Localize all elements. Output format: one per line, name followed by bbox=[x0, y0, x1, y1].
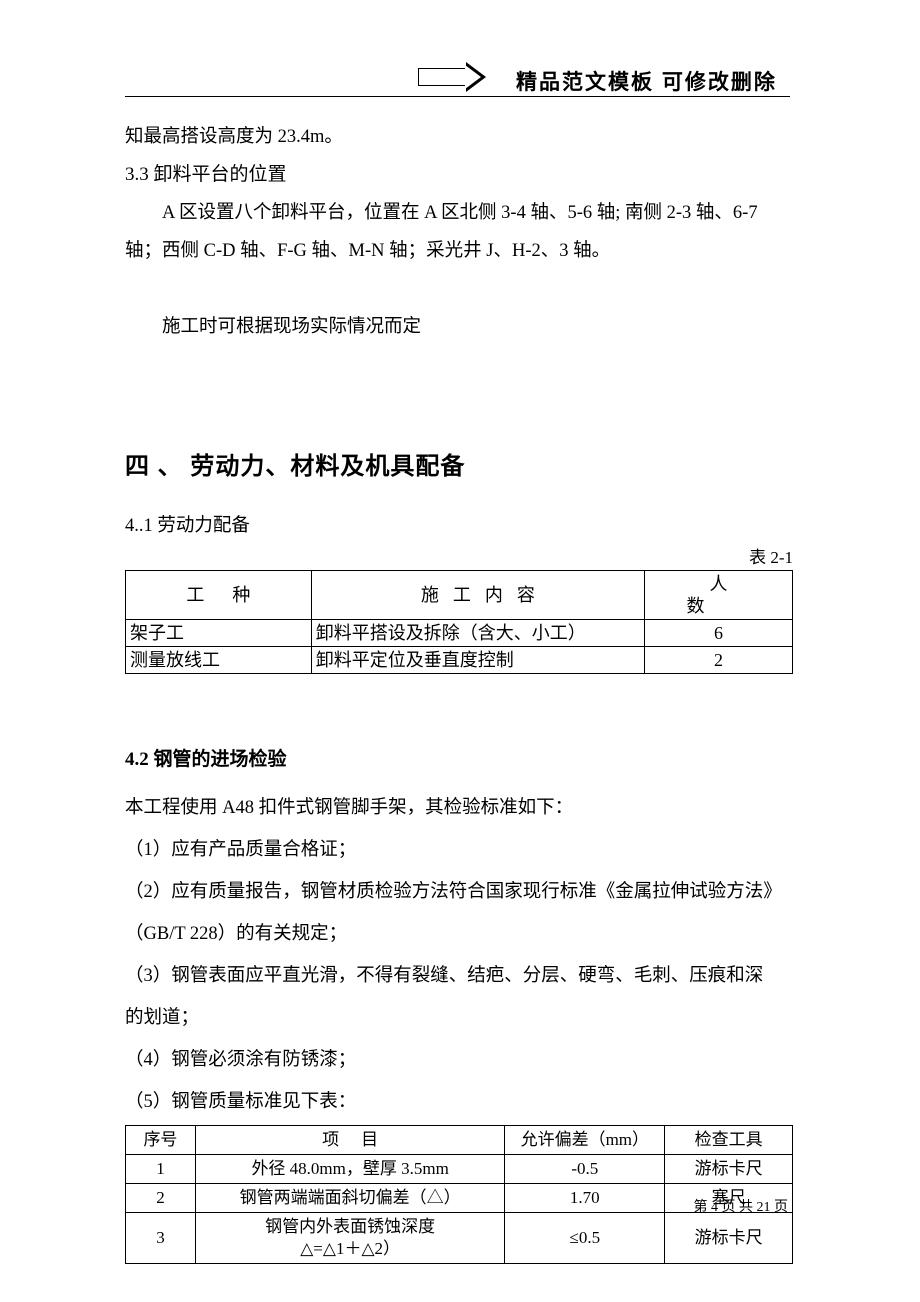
pipe-cell: 游标卡尺 bbox=[665, 1213, 793, 1264]
pipe-col-tolerance: 允许偏差（mm） bbox=[505, 1126, 665, 1155]
pipe-cell: 3 bbox=[126, 1213, 196, 1264]
header-arrow-icon bbox=[418, 62, 498, 92]
pipe-col-tool: 检查工具 bbox=[665, 1126, 793, 1155]
pipe-col-item: 项目 bbox=[195, 1126, 505, 1155]
pipe-cell: ≤0.5 bbox=[505, 1213, 665, 1264]
page-footer: 第 4 页 共 21 页 bbox=[0, 1196, 920, 1216]
table-row: 1 外径 48.0mm，壁厚 3.5mm -0.5 游标卡尺 bbox=[126, 1155, 793, 1184]
section-3-3-title: 3.3 卸料平台的位置 bbox=[125, 156, 793, 194]
pipe-cell: 1 bbox=[126, 1155, 196, 1184]
pipe-col-seq: 序号 bbox=[126, 1126, 196, 1155]
footer-suffix: 页 bbox=[771, 1200, 789, 1215]
labor-col-type: 工种 bbox=[126, 571, 312, 620]
table-row: 测量放线工 卸料平定位及垂直度控制 2 bbox=[126, 647, 793, 674]
check-item-1: （1）应有产品质量合格证； bbox=[125, 829, 793, 871]
pipe-cell: 游标卡尺 bbox=[665, 1155, 793, 1184]
section-4-2-title: 4.2 钢管的进场检验 bbox=[125, 744, 793, 771]
page-content: 知最高搭设高度为 23.4m。 3.3 卸料平台的位置 A 区设置八个卸料平台，… bbox=[125, 118, 793, 1264]
footer-current-page: 4 bbox=[711, 1200, 718, 1215]
pipe-cell: 外径 48.0mm，壁厚 3.5mm bbox=[195, 1155, 505, 1184]
table-row: 3 钢管内外表面锈蚀深度 △=△1＋△2） ≤0.5 游标卡尺 bbox=[126, 1213, 793, 1264]
table-row: 工种 施工内容 人数 bbox=[126, 571, 793, 620]
p33-line2: 轴；西侧 C-D 轴、F-G 轴、M-N 轴；采光井 J、H-2、3 轴。 bbox=[125, 232, 793, 270]
check-item-2b: （GB/T 228）的有关规定； bbox=[125, 913, 793, 955]
continuation-line: 知最高搭设高度为 23.4m。 bbox=[125, 118, 793, 156]
table-2-1-caption: 表 2-1 bbox=[125, 543, 793, 568]
labor-col-content: 施工内容 bbox=[311, 571, 644, 620]
labor-cell: 卸料平定位及垂直度控制 bbox=[311, 647, 644, 674]
pipe-cell: -0.5 bbox=[505, 1155, 665, 1184]
pipe-cell-line1: 钢管内外表面锈蚀深度 bbox=[265, 1217, 435, 1236]
check-item-3b: 的划道； bbox=[125, 997, 793, 1039]
check-item-3a: （3）钢管表面应平直光滑，不得有裂缝、结疤、分层、硬弯、毛刺、压痕和深 bbox=[125, 955, 793, 997]
footer-mid: 页 共 bbox=[718, 1200, 757, 1215]
section-4-title: 四 、 劳动力、材料及机具配备 bbox=[125, 446, 793, 481]
section-4-1-title: 4..1 劳动力配备 bbox=[125, 511, 793, 537]
labor-cell: 架子工 bbox=[126, 620, 312, 647]
pipe-cell: 钢管内外表面锈蚀深度 △=△1＋△2） bbox=[195, 1213, 505, 1264]
labor-cell: 6 bbox=[645, 620, 793, 647]
header-banner-text: 精品范文模板 可修改删除 bbox=[516, 66, 777, 96]
table-row: 架子工 卸料平搭设及拆除（含大、小工） 6 bbox=[126, 620, 793, 647]
check-item-4: （4）钢管必须涂有防锈漆； bbox=[125, 1039, 793, 1081]
section-4-2-intro: 本工程使用 A48 扣件式钢管脚手架，其检验标准如下： bbox=[125, 787, 793, 829]
pipe-cell-line2: △=△1＋△2） bbox=[300, 1239, 400, 1258]
check-item-2a: （2）应有质量报告，钢管材质检验方法符合国家现行标准《金属拉伸试验方法》 bbox=[125, 871, 793, 913]
labor-cell: 卸料平搭设及拆除（含大、小工） bbox=[311, 620, 644, 647]
labor-cell: 2 bbox=[645, 647, 793, 674]
p33-line3: 施工时可根据现场实际情况而定 bbox=[125, 308, 793, 346]
footer-total-pages: 21 bbox=[757, 1200, 771, 1215]
pipe-spec-table: 序号 项目 允许偏差（mm） 检查工具 1 外径 48.0mm，壁厚 3.5mm… bbox=[125, 1125, 793, 1264]
header-rule bbox=[125, 96, 790, 97]
labor-table: 工种 施工内容 人数 架子工 卸料平搭设及拆除（含大、小工） 6 测量放线工 卸… bbox=[125, 570, 793, 674]
labor-cell: 测量放线工 bbox=[126, 647, 312, 674]
check-item-5: （5）钢管质量标准见下表： bbox=[125, 1081, 793, 1123]
table-row: 序号 项目 允许偏差（mm） 检查工具 bbox=[126, 1126, 793, 1155]
p33-line1: A 区设置八个卸料平台，位置在 A 区北侧 3-4 轴、5-6 轴; 南侧 2-… bbox=[125, 194, 793, 232]
labor-col-count: 人数 bbox=[645, 571, 793, 620]
footer-prefix: 第 bbox=[694, 1200, 712, 1215]
